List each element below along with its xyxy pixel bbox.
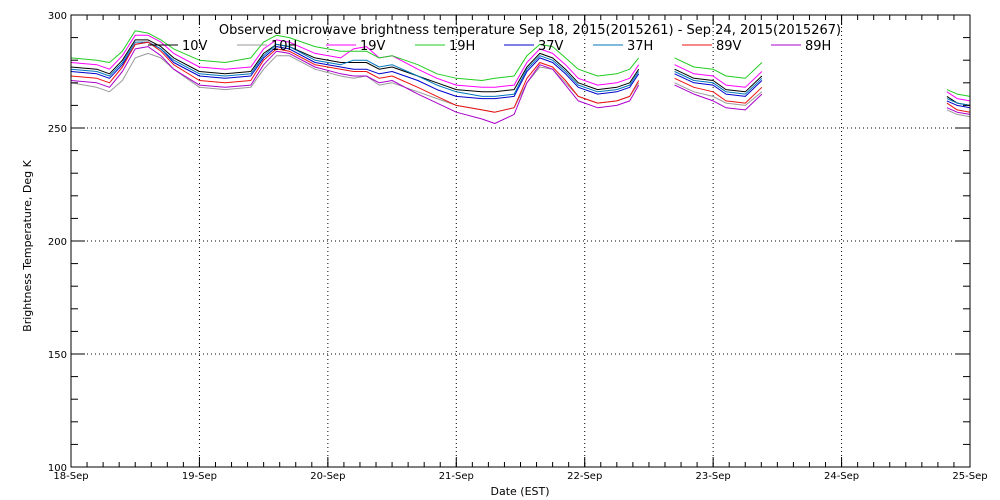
legend-label-19h: 19H: [449, 39, 475, 54]
series-line-37h: [70, 41, 971, 106]
tick-labels: 18-Sep 19-Sep 20-Sep 21-Sep 22-Sep 23-Sep 24-S…: [48, 11, 988, 482]
legend-label-89h: 89H: [805, 39, 831, 54]
legend-label-19v: 19V: [360, 39, 386, 54]
series-line-89v: [70, 41, 971, 113]
axis-ticks: [70, 14, 971, 468]
legend-label-37v: 37V: [538, 39, 564, 54]
series-line-19v: [70, 34, 971, 102]
y-tick-label: 150: [48, 350, 67, 361]
x-tick-label: 23-Sep: [696, 471, 731, 482]
x-tick-label: 21-Sep: [439, 471, 474, 482]
legend-label-10h: 10H: [271, 39, 297, 54]
x-tick-label: 20-Sep: [310, 471, 345, 482]
x-tick-label: 19-Sep: [182, 471, 217, 482]
y-tick-label: 300: [48, 11, 67, 22]
x-tick-label: 25-Sep: [952, 471, 987, 482]
x-axis-title: Date (EST): [490, 485, 549, 498]
legend-label-10v: 10V: [182, 39, 208, 54]
y-tick-label: 100: [48, 463, 67, 474]
legend-label-89v: 89V: [716, 39, 742, 54]
x-tick-label: 22-Sep: [567, 471, 602, 482]
series-line-19h: [70, 30, 971, 97]
legend-label-37h: 37H: [627, 39, 653, 54]
series-line-89h: [70, 46, 971, 124]
y-tick-label: 200: [48, 237, 67, 248]
series-line-10h: [70, 52, 971, 118]
grid-lines: [71, 15, 970, 467]
x-tick-label: 18-Sep: [53, 471, 88, 482]
y-axis-title: Brightness Temperature, Deg K: [21, 159, 34, 331]
legend: 10V 10H 19V 19H 37V 37H 89V 89H: [148, 39, 831, 54]
chart-title: Observed microwave brightness temperatur…: [219, 23, 841, 38]
x-tick-label: 24-Sep: [824, 471, 859, 482]
series-lines: [70, 30, 971, 124]
y-tick-label: 250: [48, 124, 67, 135]
